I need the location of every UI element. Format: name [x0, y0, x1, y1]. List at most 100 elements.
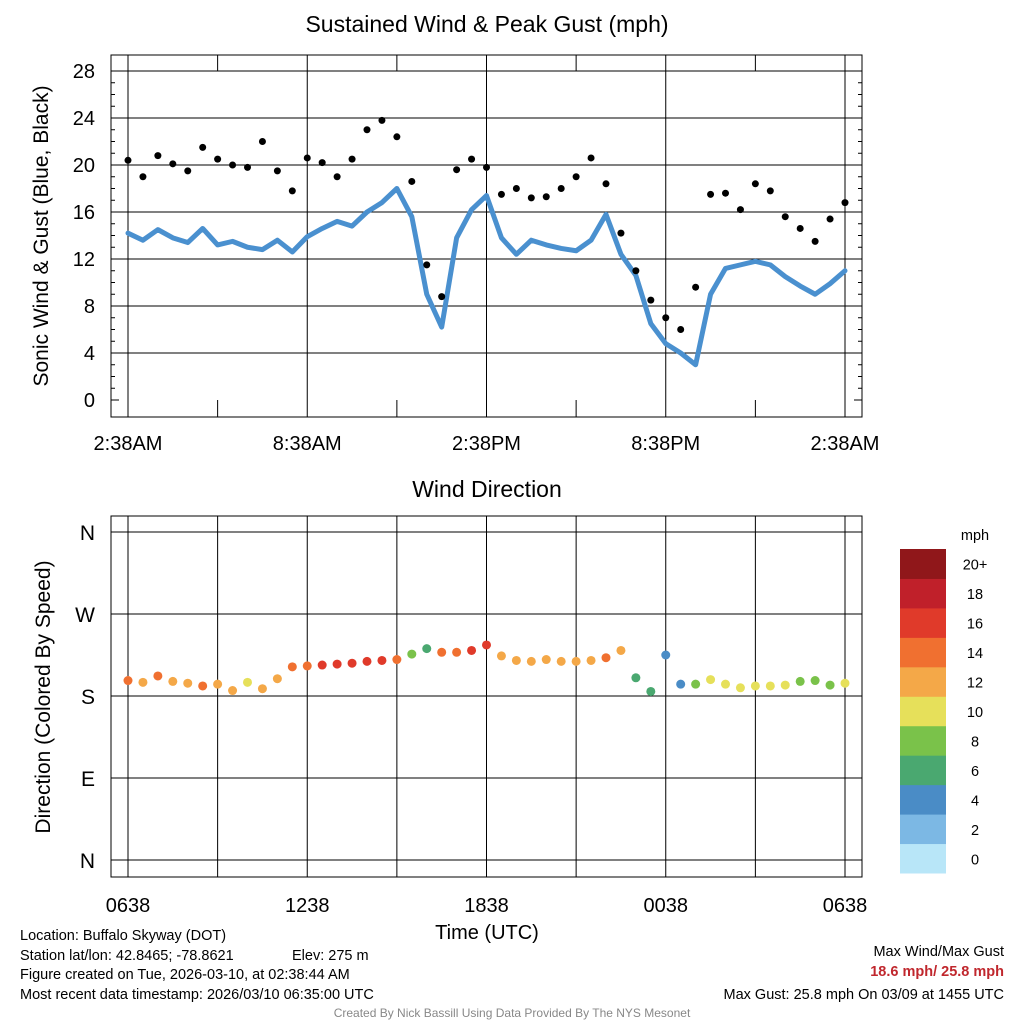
bottom-ytick-label: N: [80, 850, 95, 873]
direction-point: [153, 671, 163, 681]
gust-point: [438, 293, 446, 301]
colorbar-swatch: [900, 725, 946, 756]
top-xtick-label: 2:38AM: [94, 433, 163, 455]
gust-point: [229, 161, 237, 169]
direction-point: [616, 645, 626, 655]
top-chart-series: [124, 116, 849, 368]
gust-point: [751, 180, 759, 188]
direction-point: [496, 651, 506, 661]
direction-point: [691, 679, 701, 689]
direction-point: [780, 680, 790, 690]
top-ytick-label: 8: [84, 296, 95, 318]
bottom-xtick-label: 0638: [823, 895, 868, 917]
gust-point: [303, 154, 311, 162]
location-label: Location: Buffalo Skyway (DOT): [20, 928, 227, 944]
direction-point: [362, 656, 372, 666]
direction-point: [243, 677, 252, 687]
gust-point: [811, 237, 819, 245]
bottom-x-axis-label: Time (UTC): [435, 922, 539, 944]
top-ytick-label: 12: [73, 249, 95, 271]
bottom-chart-title: Wind Direction: [412, 476, 562, 502]
direction-point: [721, 679, 730, 689]
bottom-ytick-label: E: [81, 768, 95, 791]
top-ytick-label: 20: [73, 155, 95, 177]
gust-point: [587, 154, 595, 162]
direction-point: [138, 677, 148, 687]
gust-point: [393, 133, 401, 141]
gust-point: [527, 194, 535, 202]
top-ytick-label: 0: [84, 390, 95, 412]
top-plot-frame: [110, 54, 863, 418]
direction-point: [706, 675, 716, 685]
gust-point: [214, 155, 222, 163]
colorbar-swatch: [900, 784, 946, 815]
direction-point: [482, 640, 491, 650]
bottom-chart-frame: [110, 515, 863, 878]
gust-point: [139, 173, 147, 181]
gust-point: [557, 185, 565, 192]
gust-point: [692, 283, 700, 291]
top-xtick-label: 2:38PM: [452, 433, 521, 455]
colorbar-swatch: [900, 696, 946, 727]
top-ytick-label: 4: [84, 343, 95, 365]
direction-point: [213, 679, 223, 689]
colorbar-swatch: [900, 843, 946, 874]
direction-point: [825, 680, 835, 690]
bottom-xtick-label: 0038: [644, 895, 689, 917]
direction-point: [526, 656, 536, 666]
recent-data-label: Most recent data timestamp: 2026/03/10 0…: [20, 987, 374, 1003]
bottom-ytick-label: S: [81, 686, 95, 709]
gust-point: [184, 167, 192, 175]
gust-point: [707, 190, 715, 198]
direction-point: [571, 656, 581, 666]
direction-point: [407, 649, 417, 659]
direction-point: [392, 655, 402, 665]
gust-point: [199, 143, 207, 151]
station-label: Station lat/lon: 42.8465; -78.8621: [20, 948, 234, 964]
gust-point: [169, 160, 177, 168]
direction-point: [287, 662, 297, 672]
gust-point: [796, 224, 804, 232]
direction-point: [586, 655, 596, 665]
gust-point: [766, 187, 774, 195]
gust-point: [378, 116, 386, 124]
direction-point: [347, 658, 357, 668]
bottom-plot-frame: [110, 515, 863, 878]
sustained-wind-line: [125, 186, 848, 368]
gust-point: [154, 152, 162, 160]
gust-point: [841, 199, 849, 207]
bottom-xtick-label: 1838: [464, 895, 509, 917]
top-chart-title: Sustained Wind & Peak Gust (mph): [305, 11, 669, 37]
gust-point: [258, 138, 266, 145]
gust-point: [244, 163, 251, 171]
gust-point: [318, 159, 326, 167]
gust-point: [512, 185, 520, 192]
colorbar-swatch: [900, 814, 946, 845]
top-xtick-label: 2:38AM: [811, 433, 880, 455]
direction-point: [123, 676, 133, 686]
colorbar: 0 2 4 6 8 10 12 14 16 18 20+ mph: [900, 528, 989, 874]
gust-point: [617, 229, 625, 237]
direction-point: [317, 660, 327, 670]
direction-point: [810, 676, 820, 686]
max-wind-gust-heading: Max Wind/Max Gust: [873, 944, 1004, 960]
direction-point: [467, 645, 477, 655]
gust-point: [826, 215, 834, 223]
direction-point: [646, 686, 656, 696]
axis-labels: 0 4 8 12 16 20 24 28 2:38AM 8:38AM 2:38PM 8:38PM 2:3…: [30, 61, 879, 917]
colorbar-label: 18: [967, 587, 983, 603]
direction-point: [676, 679, 686, 689]
colorbar-label: 6: [971, 764, 979, 780]
top-y-axis-label: Sonic Wind & Gust (Blue, Black): [30, 85, 53, 386]
gust-point: [124, 156, 132, 164]
colorbar-swatch: [900, 755, 946, 786]
gust-point: [483, 163, 490, 171]
gust-point: [348, 155, 356, 163]
gust-point: [333, 173, 341, 181]
direction-point: [198, 681, 208, 691]
colorbar-swatch: [900, 549, 946, 579]
colorbar-swatch: [900, 637, 946, 668]
direction-point: [840, 678, 850, 688]
top-ytick-label: 24: [73, 108, 95, 130]
